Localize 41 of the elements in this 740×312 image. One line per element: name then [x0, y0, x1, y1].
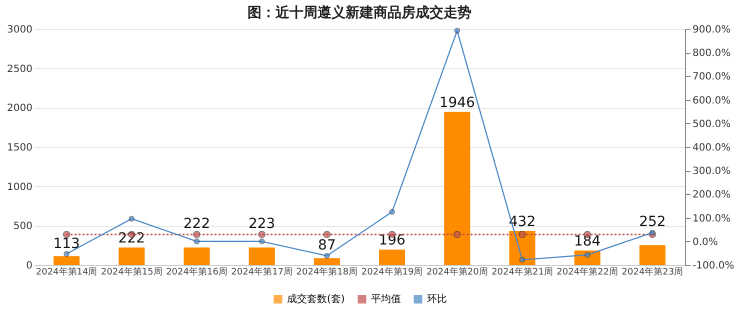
data-label: 184 [574, 234, 601, 250]
data-label: 223 [248, 216, 276, 232]
y2-tick-label: 400.0% [692, 142, 731, 154]
x-tick-label: 2024年第22周 [556, 266, 618, 278]
legend-label: 环比 [427, 293, 447, 306]
y2-tick-label: 100.0% [692, 213, 731, 224]
x-tick-label: 2024年第14周 [36, 266, 98, 278]
x-tick-label: 2024年第19周 [361, 266, 423, 278]
y2-tick-label: 600.0% [692, 95, 731, 106]
data-label: 222 [183, 216, 210, 232]
x-tick-label: 2024年第15周 [100, 266, 162, 278]
data-label: 252 [639, 214, 666, 230]
y-tick-label: 1000 [7, 182, 32, 193]
y-tick-label: 2000 [7, 103, 32, 114]
data-label: 87 [318, 238, 336, 254]
x-tick-label: 2024年第23周 [622, 266, 684, 278]
legend-label: 平均值 [371, 293, 401, 306]
y-tick-label: 2500 [7, 64, 32, 75]
x-tick-label: 2024年第21周 [492, 266, 553, 278]
y-tick-label: 1500 [7, 142, 32, 154]
y2-tick-label: -100.0% [692, 260, 734, 272]
y2-tick-label: 300.0% [692, 166, 731, 178]
y2-tick-label: 200.0% [692, 190, 731, 201]
y2-tick-label: 900.0% [692, 24, 731, 36]
y2-tick-label: 700.0% [692, 72, 731, 83]
y2-tick-label: 0.0% [692, 236, 718, 248]
data-label: 222 [118, 230, 146, 247]
y2-tick-label: 500.0% [692, 118, 731, 130]
y-tick-label: 500 [13, 221, 32, 232]
data-label: 113 [53, 236, 80, 252]
y2-tick-label: 800.0% [692, 48, 731, 60]
data-label: 1946 [439, 94, 476, 111]
y-tick-label: 3000 [7, 24, 32, 36]
x-tick-label: 2024年第17周 [231, 266, 293, 278]
x-tick-label: 2024年第18周 [296, 266, 358, 278]
chart-title: 图：近十周遵义新建商品房成交走势 [248, 4, 472, 21]
legend-label: 成交套数(套) [287, 293, 345, 306]
data-label: 196 [378, 232, 406, 249]
x-tick-label: 2024年第20周 [426, 266, 488, 278]
x-tick-label: 2024年第16周 [166, 266, 228, 278]
y-tick-label: 0 [26, 260, 32, 272]
